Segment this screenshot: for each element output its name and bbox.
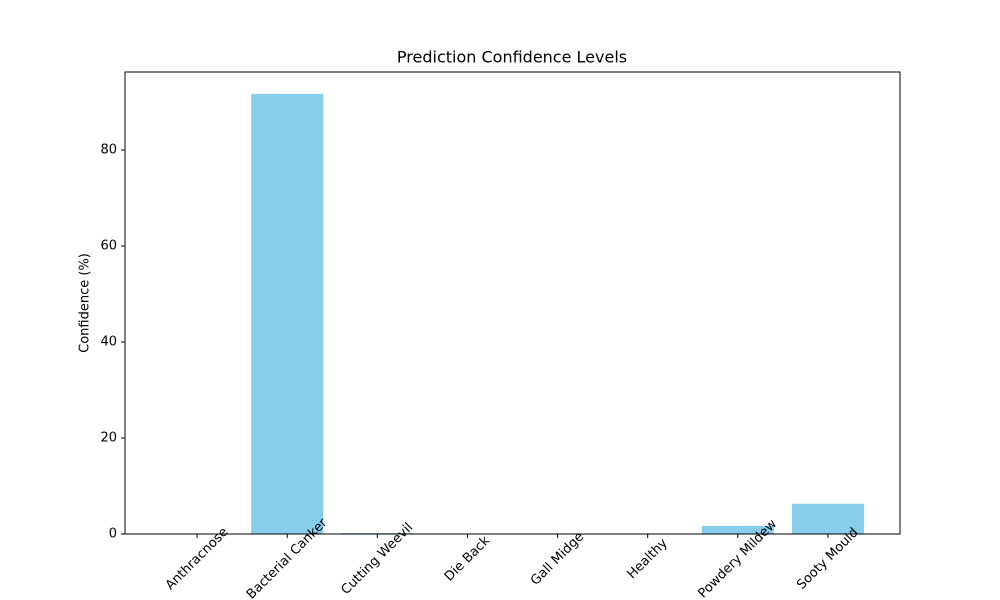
bar [791, 503, 864, 534]
chart-title: Prediction Confidence Levels [397, 48, 627, 67]
y-tick-label: 80 [100, 143, 117, 158]
y-axis-label: Confidence (%) [78, 253, 93, 353]
plot-frame [124, 71, 901, 535]
bar [701, 525, 774, 534]
y-tick-label: 0 [109, 527, 117, 542]
bar [251, 93, 324, 534]
y-tick-label: 20 [100, 431, 117, 446]
y-tick-label: 40 [100, 335, 117, 350]
y-tick-label: 60 [100, 239, 117, 254]
